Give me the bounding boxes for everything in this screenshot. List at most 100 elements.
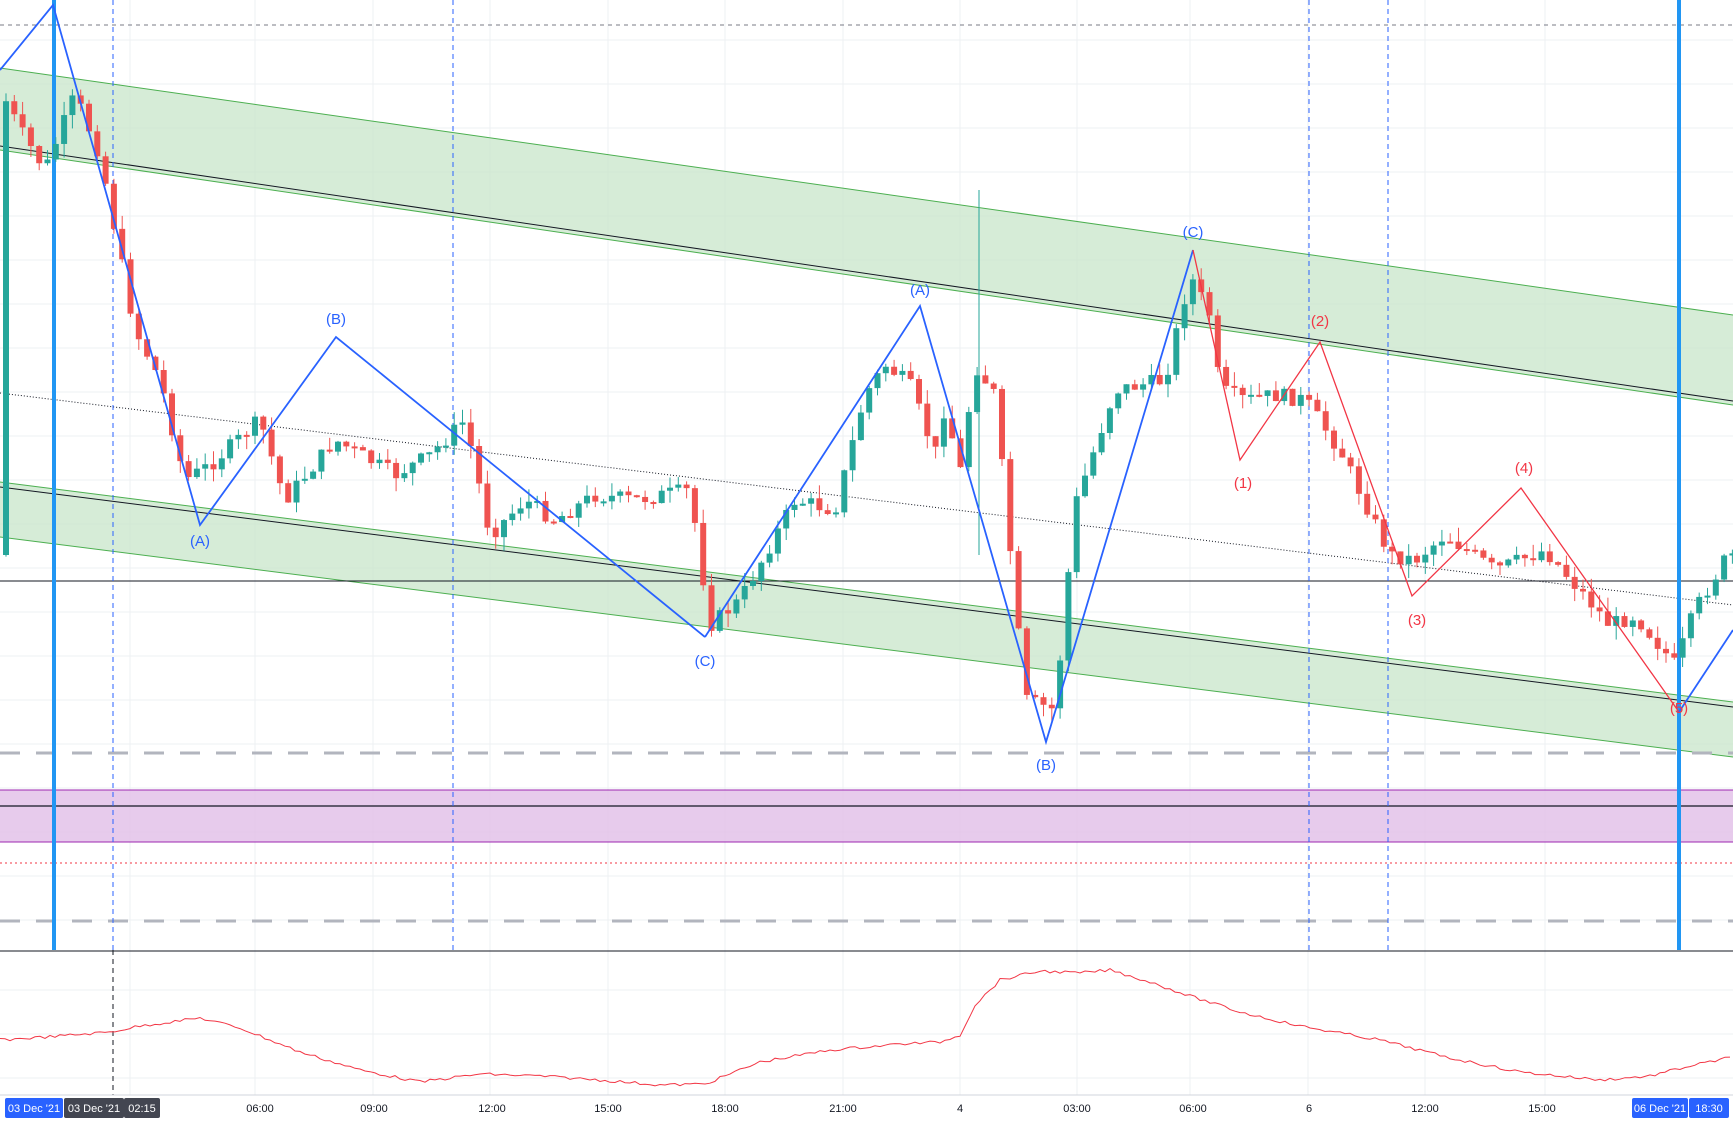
candle-body-41 <box>343 441 350 447</box>
candle-body-163 <box>1355 466 1362 494</box>
candle-body-128 <box>1065 572 1072 661</box>
candle-body-135 <box>1123 384 1130 394</box>
candle-body-124 <box>1032 694 1039 698</box>
candle-body-117 <box>974 375 981 413</box>
candle-body-43 <box>359 447 366 451</box>
upper-channel-bottom <box>0 149 1733 406</box>
candle-body-36 <box>301 478 308 481</box>
badge-marker-time-bg <box>124 1098 160 1118</box>
candle-body-13 <box>110 183 117 229</box>
time-axis: 06:00 09:00 12:00 15:00 18:00 21:00 4 03:00 06:0… <box>0 1094 1733 1118</box>
candle-body-9 <box>77 95 84 104</box>
candle-body-129 <box>1073 496 1080 573</box>
candle-body-159 <box>1322 411 1329 431</box>
candle-body-39 <box>326 449 333 452</box>
candle-body-18 <box>152 356 159 371</box>
candle-body-204 <box>1696 596 1703 614</box>
candle-body-1 <box>11 101 18 115</box>
candle-body-114 <box>949 418 956 439</box>
candle-body-136 <box>1131 384 1138 390</box>
candle-body-87 <box>725 610 732 614</box>
candle-body-42 <box>351 446 358 449</box>
candle-body-20 <box>169 393 175 436</box>
candle-body-7 <box>61 115 68 144</box>
candle-body-191 <box>1588 591 1595 608</box>
candle-body-61 <box>509 513 516 521</box>
candle-body-127 <box>1057 660 1064 709</box>
candle-body-164 <box>1364 493 1371 515</box>
candle-body-130 <box>1082 475 1088 497</box>
wave2-label-a: (A) <box>910 282 930 299</box>
candle-body-157 <box>1306 394 1313 400</box>
candle-body-74 <box>617 491 624 496</box>
upper-channel-band <box>0 68 1733 405</box>
candle-body-172 <box>1430 545 1437 555</box>
badge-marker-date-bg <box>64 1098 124 1118</box>
candle-body-75 <box>625 491 632 496</box>
lower-channel-band <box>0 482 1733 757</box>
purple-zone <box>0 790 1733 842</box>
candle-body-109 <box>907 370 914 380</box>
candle-body-71 <box>592 495 599 502</box>
indicator-pane <box>0 968 1731 1087</box>
candle-body-92 <box>766 553 773 563</box>
impulse-wave-line <box>1192 249 1680 713</box>
center-dotted-line <box>0 392 1733 606</box>
candle-body-143 <box>1189 279 1196 305</box>
candle-body-110 <box>916 379 922 404</box>
candle-body-4 <box>36 146 43 164</box>
candle-body-162 <box>1347 457 1354 467</box>
candle-body-119 <box>990 383 997 389</box>
candle-body-202 <box>1679 638 1686 658</box>
candle-body-94 <box>783 509 790 529</box>
candle-body-101 <box>841 470 848 513</box>
candle-body-134 <box>1115 393 1122 409</box>
candle-body-60 <box>501 520 507 538</box>
indicator-line <box>0 968 1731 1087</box>
candle-body-196 <box>1629 620 1636 627</box>
candle-body-139 <box>1156 374 1163 385</box>
candle-body-100 <box>833 512 839 515</box>
candle-body-205 <box>1704 595 1711 598</box>
candle-body-89 <box>741 586 748 600</box>
candle-body-168 <box>1397 551 1404 565</box>
horizontal-levels <box>0 24 1733 952</box>
candle-body-55 <box>459 422 466 425</box>
candle-body-66 <box>550 521 557 524</box>
impulse-label-4: (4) <box>1515 460 1533 477</box>
candle-body-115 <box>957 438 964 468</box>
candle-body-133 <box>1106 408 1113 434</box>
candle-body-131 <box>1090 452 1097 476</box>
descending-channels <box>0 67 1733 758</box>
candle-body-34 <box>285 483 292 503</box>
candle-body-53 <box>442 445 449 448</box>
candle-body-148 <box>1231 385 1238 388</box>
candle-body-181 <box>1505 559 1512 566</box>
corrective-wave-line-2 <box>704 249 1194 746</box>
badge-marker-time: 02:15 <box>128 1103 156 1115</box>
candle-body-46 <box>384 459 391 463</box>
candle-body-152 <box>1264 390 1271 396</box>
x-tick-label-8: 06:00 <box>1179 1103 1207 1115</box>
candle-body-29 <box>243 434 250 437</box>
candle-body-105 <box>874 373 881 389</box>
candle-body-49 <box>409 462 416 474</box>
candle-body-165 <box>1372 514 1379 520</box>
candle-body-184 <box>1530 558 1537 561</box>
candle-body-170 <box>1414 555 1420 563</box>
candle-body-14 <box>119 228 126 260</box>
upper-channel-midline <box>0 145 1733 402</box>
candle-body-17 <box>144 339 151 357</box>
candle-body-90 <box>750 581 756 587</box>
candle-body-58 <box>484 483 491 528</box>
candle-body-141 <box>1173 328 1180 375</box>
candle-body-48 <box>401 473 408 479</box>
candle-body-104 <box>866 388 873 413</box>
candle-body-15 <box>127 259 134 314</box>
x-tick-label-3: 15:00 <box>594 1103 622 1115</box>
candle-body-173 <box>1438 541 1445 546</box>
candle-body-138 <box>1148 374 1155 385</box>
candle-body-62 <box>517 508 524 514</box>
badge-end-time: 18:30 <box>1695 1103 1723 1115</box>
